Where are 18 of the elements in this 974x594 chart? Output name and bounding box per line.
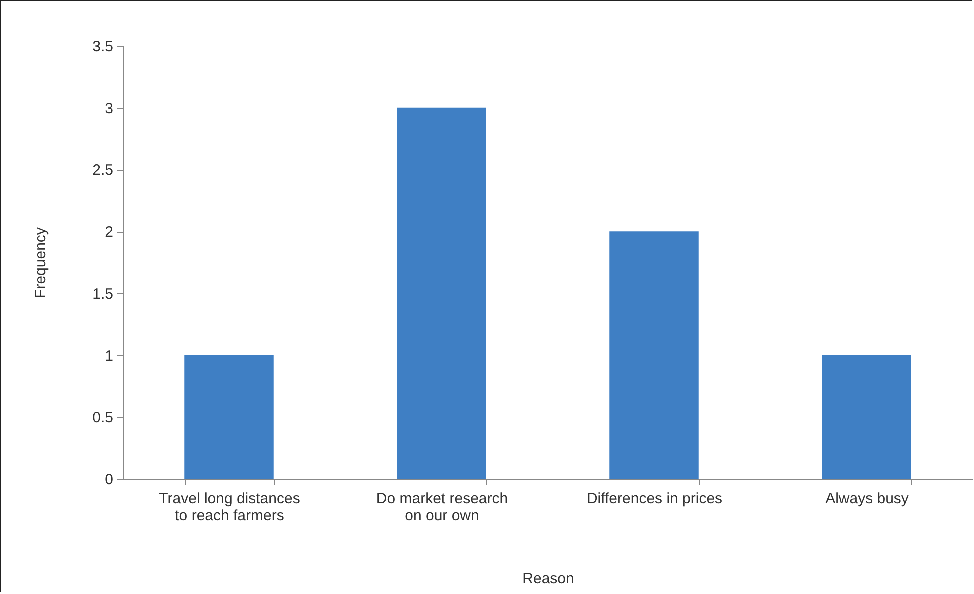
x-tick-label: Differences in prices bbox=[586, 490, 723, 508]
bar bbox=[397, 108, 486, 479]
y-axis-title: Frequency bbox=[32, 227, 50, 298]
y-tick-label: 3 bbox=[105, 100, 114, 118]
bar bbox=[184, 355, 274, 479]
y-tick-label: 0 bbox=[105, 472, 114, 488]
x-tick-label: Always busy bbox=[826, 490, 910, 508]
y-tick-label: 3.5 bbox=[92, 38, 114, 56]
y-tick-label: 2 bbox=[105, 224, 114, 242]
x-tick-label: Travel long distances to reach farmers bbox=[159, 490, 300, 524]
y-tick-label: 2.5 bbox=[92, 162, 114, 180]
y-tick-label: 1 bbox=[105, 348, 114, 365]
x-tick-label: Do market research on our own bbox=[376, 490, 508, 524]
bar bbox=[610, 232, 699, 479]
y-tick-label: 0.5 bbox=[92, 410, 114, 427]
x-axis-title: Reason bbox=[522, 570, 574, 588]
y-tick-label: 1.5 bbox=[92, 286, 114, 303]
bar bbox=[822, 355, 912, 479]
